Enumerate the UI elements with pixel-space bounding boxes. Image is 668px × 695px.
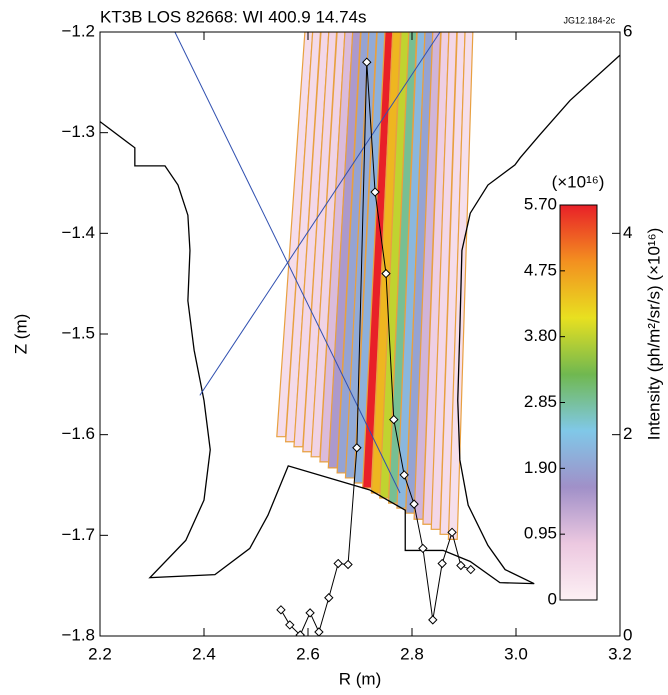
y-tick-label: −1.3 xyxy=(61,122,95,141)
colorbar-tick-label: 2.85 xyxy=(524,392,557,411)
y-tick-label: −1.4 xyxy=(61,223,95,242)
y-tick-label: −1.2 xyxy=(61,21,95,40)
data-point xyxy=(276,605,286,615)
data-point xyxy=(447,527,457,538)
y2-tick-label: 6 xyxy=(623,21,632,40)
y-tick-label: −1.6 xyxy=(61,424,95,443)
x-tick-label: 2.4 xyxy=(192,644,216,663)
colorbar-tick-label: 0.95 xyxy=(524,524,557,543)
data-point xyxy=(362,57,372,67)
data-point xyxy=(399,470,409,480)
figure-tag: JG12.184-2c xyxy=(563,15,615,25)
data-point xyxy=(314,627,324,636)
colorbar-label: (×10¹⁶) xyxy=(552,172,605,191)
data-point xyxy=(343,559,353,570)
y-tick-label: −1.8 xyxy=(61,625,95,644)
data-point xyxy=(437,558,447,569)
data-point xyxy=(285,620,295,630)
x-tick-label: 2.8 xyxy=(400,644,424,663)
data-point xyxy=(295,630,305,636)
x-tick-label: 3.0 xyxy=(504,644,528,663)
data-point xyxy=(466,564,476,575)
data-point xyxy=(428,615,438,625)
data-point xyxy=(305,608,315,618)
y2-tick-label: 0 xyxy=(623,625,632,644)
data-point xyxy=(456,560,466,571)
y-tick-label: −1.7 xyxy=(61,525,95,544)
chart-title: KT3B LOS 82668: WI 400.9 14.74s xyxy=(100,7,367,26)
x-tick-label: 3.2 xyxy=(608,644,632,663)
data-point xyxy=(409,499,419,509)
colorbar xyxy=(559,204,598,601)
sightline xyxy=(199,32,441,396)
colorbar-tick-label: 1.90 xyxy=(524,458,557,477)
y2-axis-label: Intensity (ph/m²/sr/s) (×10¹⁶) xyxy=(644,228,663,440)
data-point xyxy=(389,414,399,425)
data-point xyxy=(381,268,391,279)
x-tick-label: 2.2 xyxy=(88,644,112,663)
y-axis-label: Z (m) xyxy=(11,314,30,355)
y2-tick-label: 2 xyxy=(623,424,632,443)
y2-tick-label: 4 xyxy=(623,223,632,242)
x-tick-label: 2.6 xyxy=(296,644,320,663)
data-point xyxy=(370,187,380,197)
colorbar-tick-label: 5.70 xyxy=(524,194,557,213)
colorbar-tick-label: 0 xyxy=(548,589,557,608)
data-point xyxy=(324,593,334,603)
plot-area xyxy=(100,32,620,636)
colorbar-tick-label: 4.75 xyxy=(524,260,557,279)
data-point xyxy=(352,443,362,453)
y-tick-label: −1.5 xyxy=(61,323,95,342)
vessel-wall xyxy=(100,54,620,585)
x-axis-label: R (m) xyxy=(339,669,381,688)
colorbar-tick-label: 3.80 xyxy=(524,326,557,345)
data-point xyxy=(418,543,428,554)
data-point xyxy=(333,558,343,569)
